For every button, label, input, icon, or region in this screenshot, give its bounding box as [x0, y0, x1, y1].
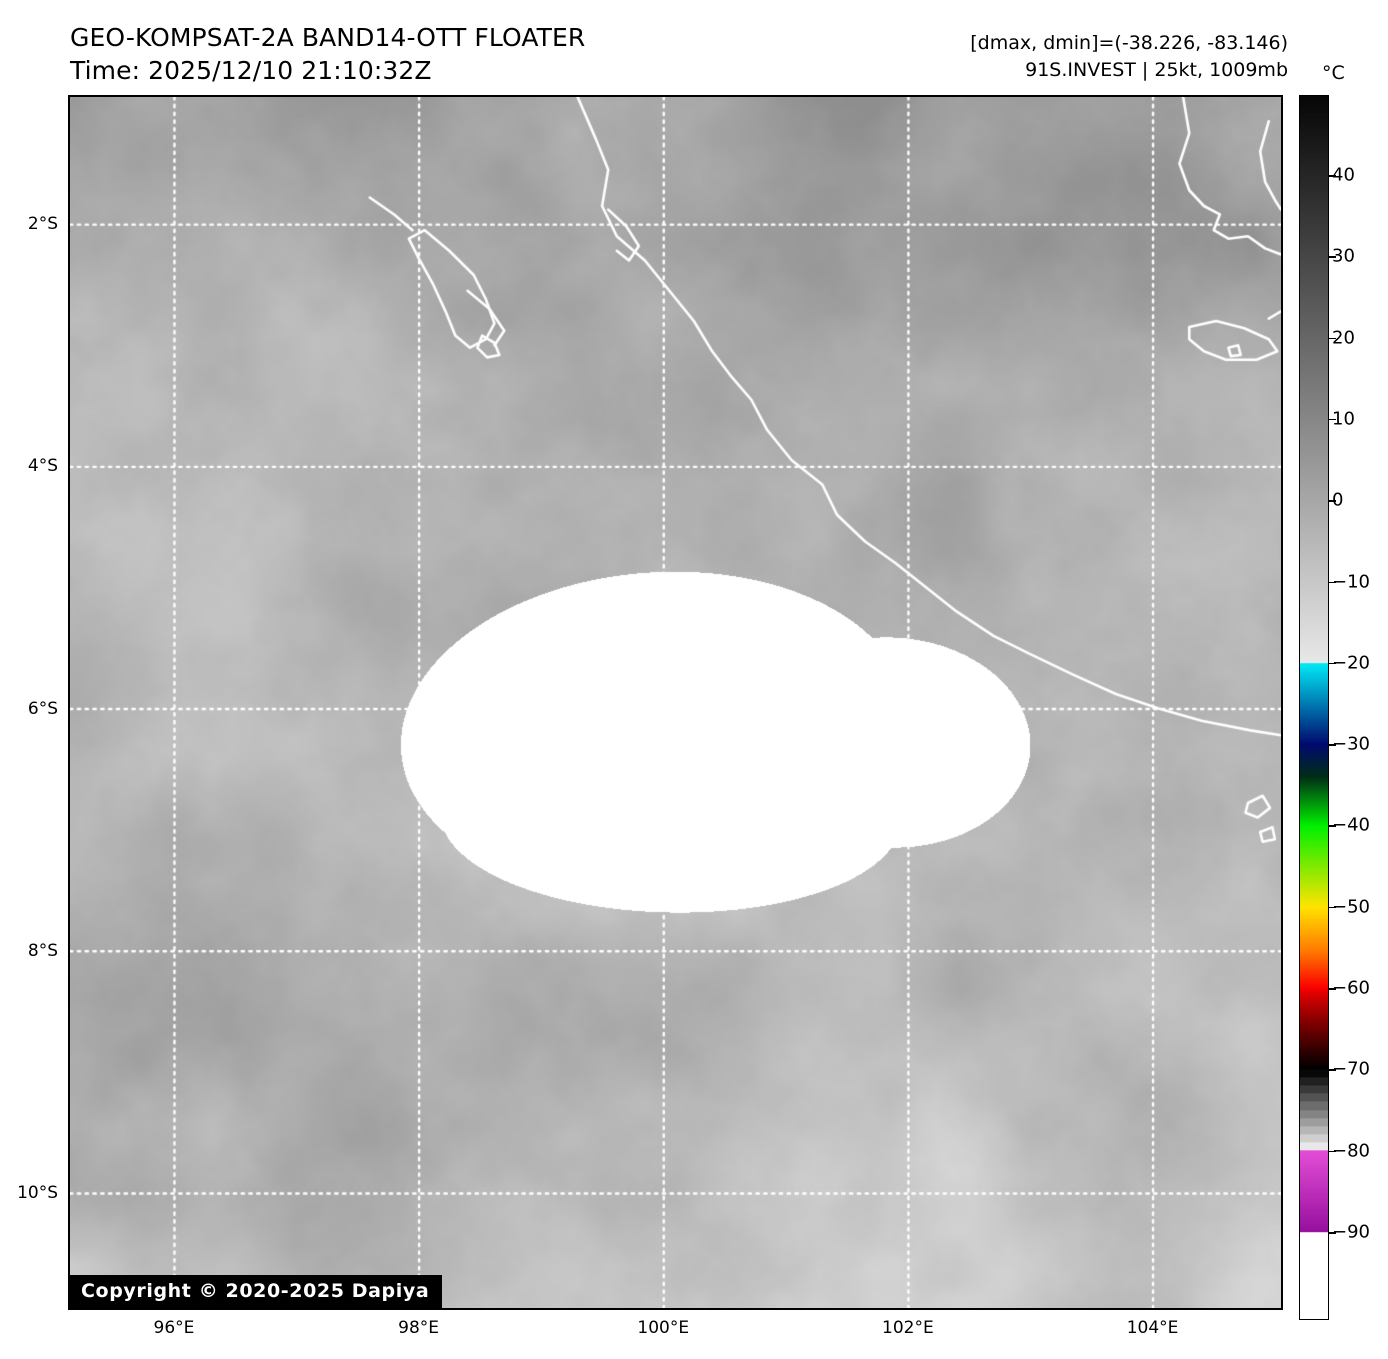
colorbar-tick-label: 30 [1332, 245, 1355, 267]
colorbar-tick-label: 20 [1332, 327, 1355, 349]
colorbar-tick-label: −60 [1332, 977, 1370, 999]
satellite-image-plot[interactable] [68, 95, 1283, 1310]
colorbar-tick-mark [1329, 988, 1336, 990]
colorbar-tick-mark [1329, 500, 1336, 502]
colorbar-tick-mark [1329, 581, 1336, 584]
colorbar-tick-mark [1329, 662, 1336, 665]
data-minmax: [dmax, dmin]=(-38.226, -83.146) [970, 32, 1288, 54]
colorbar-tick-mark [1329, 825, 1336, 827]
x-tick-label: 96°E [153, 1318, 195, 1338]
colorbar-tick-mark [1329, 1150, 1336, 1153]
colorbar-unit-label: °C [1322, 62, 1345, 84]
colorbar-tick-mark [1329, 175, 1336, 177]
metadata-block: [dmax, dmin]=(-38.226, -83.146) 91S.INVES… [970, 30, 1288, 84]
x-tick-label: 102°E [882, 1318, 934, 1338]
colorbar-tick-label: 10 [1332, 408, 1355, 430]
x-tick-label: 104°E [1126, 1318, 1179, 1338]
storm-info: 91S.INVEST | 25kt, 1009mb [1025, 58, 1288, 81]
colorbar-tick-label: −80 [1332, 1140, 1370, 1162]
colorbar-tick-label: 40 [1332, 164, 1355, 186]
colorbar-tick-label: 0 [1332, 489, 1344, 511]
timestamp: Time: 2025/12/10 21:10:32Z [70, 55, 432, 85]
y-tick-label: 8°S [27, 940, 58, 961]
colorbar-tick-label: −50 [1332, 896, 1370, 918]
colorbar-tick-mark [1329, 256, 1336, 258]
y-tick-label: 4°S [27, 456, 58, 477]
colorbar-tick-mark [1329, 337, 1336, 340]
copyright-watermark: Copyright © 2020-2025 Dapiya [68, 1275, 443, 1308]
colorbar-tick-label: −20 [1332, 652, 1370, 674]
colorbar-tick-mark [1329, 744, 1336, 746]
colorbar-tick-mark [1329, 418, 1336, 421]
colorbar-tick-label: −40 [1332, 814, 1370, 836]
y-tick-label: 6°S [27, 698, 58, 719]
colorbar-tick-mark [1329, 1232, 1336, 1234]
product-title: GEO-KOMPSAT-2A BAND14-OTT FLOATER [70, 23, 586, 52]
x-tick-label: 98°E [398, 1318, 440, 1338]
colorbar-tick-label: −10 [1332, 571, 1370, 593]
infrared-imagery-canvas [70, 97, 1281, 1308]
y-tick-label: 2°S [27, 214, 58, 235]
page-title: GEO-KOMPSAT-2A BAND14-OTT FLOATER Time: 2… [70, 22, 585, 87]
colorbar-tick-mark [1329, 1069, 1336, 1071]
colorbar-tick-label: −70 [1332, 1058, 1370, 1080]
colorbar-gradient [1300, 96, 1328, 1319]
colorbar-tick-label: −90 [1332, 1221, 1370, 1243]
colorbar[interactable] [1299, 95, 1329, 1320]
y-tick-label: 10°S [17, 1182, 58, 1203]
colorbar-tick-mark [1329, 906, 1336, 909]
x-tick-label: 100°E [637, 1318, 690, 1338]
colorbar-tick-label: −30 [1332, 733, 1370, 755]
